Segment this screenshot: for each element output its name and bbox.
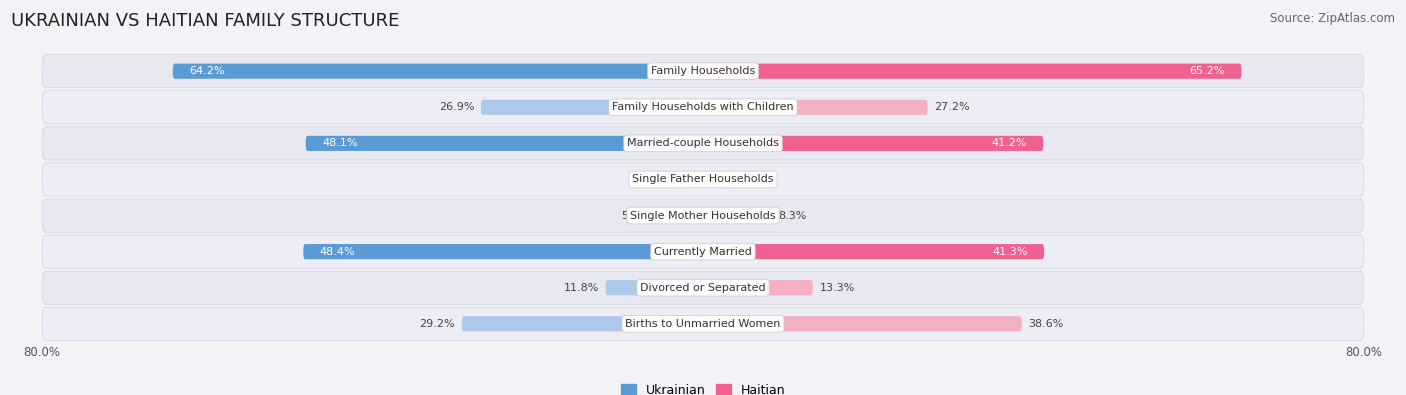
FancyBboxPatch shape [304, 244, 703, 259]
Text: 64.2%: 64.2% [190, 66, 225, 76]
FancyBboxPatch shape [703, 100, 928, 115]
Text: 29.2%: 29.2% [419, 319, 456, 329]
Text: 11.8%: 11.8% [564, 283, 599, 293]
Text: UKRAINIAN VS HAITIAN FAMILY STRUCTURE: UKRAINIAN VS HAITIAN FAMILY STRUCTURE [11, 12, 399, 30]
Text: 27.2%: 27.2% [934, 102, 970, 112]
FancyBboxPatch shape [686, 172, 703, 187]
Text: 48.4%: 48.4% [319, 246, 356, 257]
FancyBboxPatch shape [606, 280, 703, 295]
FancyBboxPatch shape [42, 235, 1364, 268]
Text: Currently Married: Currently Married [654, 246, 752, 257]
FancyBboxPatch shape [703, 316, 1022, 331]
Text: Family Households with Children: Family Households with Children [612, 102, 794, 112]
Text: 8.3%: 8.3% [778, 211, 807, 220]
Text: 26.9%: 26.9% [439, 102, 474, 112]
Text: 2.6%: 2.6% [731, 175, 759, 184]
FancyBboxPatch shape [42, 271, 1364, 304]
FancyBboxPatch shape [703, 64, 1241, 79]
FancyBboxPatch shape [305, 136, 703, 151]
Text: 5.7%: 5.7% [621, 211, 650, 220]
FancyBboxPatch shape [703, 244, 1045, 259]
Text: 41.3%: 41.3% [993, 246, 1028, 257]
FancyBboxPatch shape [173, 64, 703, 79]
Text: 65.2%: 65.2% [1189, 66, 1225, 76]
FancyBboxPatch shape [42, 199, 1364, 232]
FancyBboxPatch shape [42, 307, 1364, 340]
Text: 41.2%: 41.2% [991, 138, 1026, 149]
Text: 2.1%: 2.1% [651, 175, 679, 184]
Text: Divorced or Separated: Divorced or Separated [640, 283, 766, 293]
FancyBboxPatch shape [42, 163, 1364, 196]
Text: Family Households: Family Households [651, 66, 755, 76]
FancyBboxPatch shape [703, 172, 724, 187]
Text: Single Father Households: Single Father Households [633, 175, 773, 184]
Text: Single Mother Households: Single Mother Households [630, 211, 776, 220]
FancyBboxPatch shape [657, 208, 703, 223]
Text: Births to Unmarried Women: Births to Unmarried Women [626, 319, 780, 329]
Text: 38.6%: 38.6% [1028, 319, 1064, 329]
FancyBboxPatch shape [703, 136, 1043, 151]
FancyBboxPatch shape [42, 127, 1364, 160]
Text: Source: ZipAtlas.com: Source: ZipAtlas.com [1270, 12, 1395, 25]
Text: Married-couple Households: Married-couple Households [627, 138, 779, 149]
FancyBboxPatch shape [481, 100, 703, 115]
FancyBboxPatch shape [42, 91, 1364, 124]
FancyBboxPatch shape [461, 316, 703, 331]
FancyBboxPatch shape [703, 208, 772, 223]
FancyBboxPatch shape [42, 55, 1364, 88]
Text: 48.1%: 48.1% [322, 138, 357, 149]
Legend: Ukrainian, Haitian: Ukrainian, Haitian [616, 379, 790, 395]
Text: 13.3%: 13.3% [820, 283, 855, 293]
FancyBboxPatch shape [703, 280, 813, 295]
